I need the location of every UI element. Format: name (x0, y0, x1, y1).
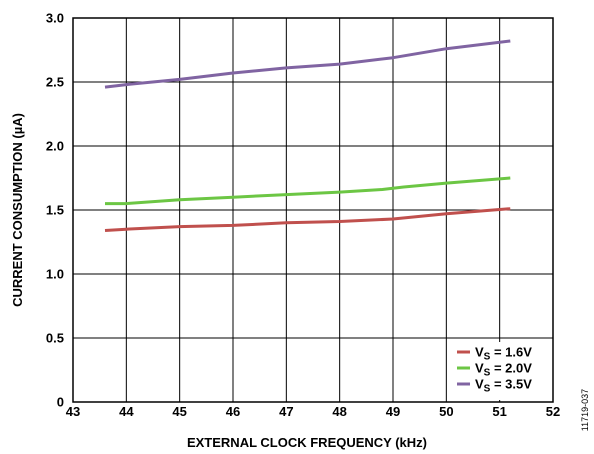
x-tick-label: 52 (546, 404, 560, 419)
y-tick-label: 2.5 (46, 75, 64, 90)
y-tick-label: 1.5 (46, 203, 64, 218)
x-tick-label: 45 (172, 404, 186, 419)
y-tick-label: 0 (57, 395, 64, 410)
series-line-2 (105, 176, 511, 206)
series-line-3 (104, 39, 511, 89)
x-tick-label: 49 (386, 404, 400, 419)
y-tick-label: 1.0 (46, 267, 64, 282)
x-tick-label: 43 (66, 404, 80, 419)
legend-label: VS = 2.0V (475, 361, 532, 379)
y-axis-label: CURRENT CONSUMPTION (µA) (10, 113, 25, 307)
x-tick-label: 50 (439, 404, 453, 419)
legend-label: VS = 1.6V (475, 345, 532, 363)
x-tick-labels: 43 44 45 46 47 48 49 50 51 52 (66, 404, 560, 419)
figure-id: 11719-037 (580, 389, 590, 431)
x-axis-label: EXTERNAL CLOCK FREQUENCY (kHz) (187, 435, 427, 450)
y-tick-label: 3.0 (46, 11, 64, 26)
y-tick-labels: 0 0.5 1.0 1.5 2.0 2.5 3.0 (46, 11, 64, 410)
x-tick-label: 51 (492, 404, 506, 419)
x-tick-label: 48 (332, 404, 346, 419)
plot-frame (72, 17, 554, 403)
y-tick-label: 0.5 (46, 331, 64, 346)
series-line-1 (104, 207, 511, 232)
legend-label: VS = 3.5V (475, 377, 532, 395)
x-tick-label: 47 (279, 404, 293, 419)
series-lines (104, 39, 511, 232)
x-tick-label: 46 (226, 404, 240, 419)
y-tick-label: 2.0 (46, 139, 64, 154)
x-tick-label: 44 (119, 404, 134, 419)
